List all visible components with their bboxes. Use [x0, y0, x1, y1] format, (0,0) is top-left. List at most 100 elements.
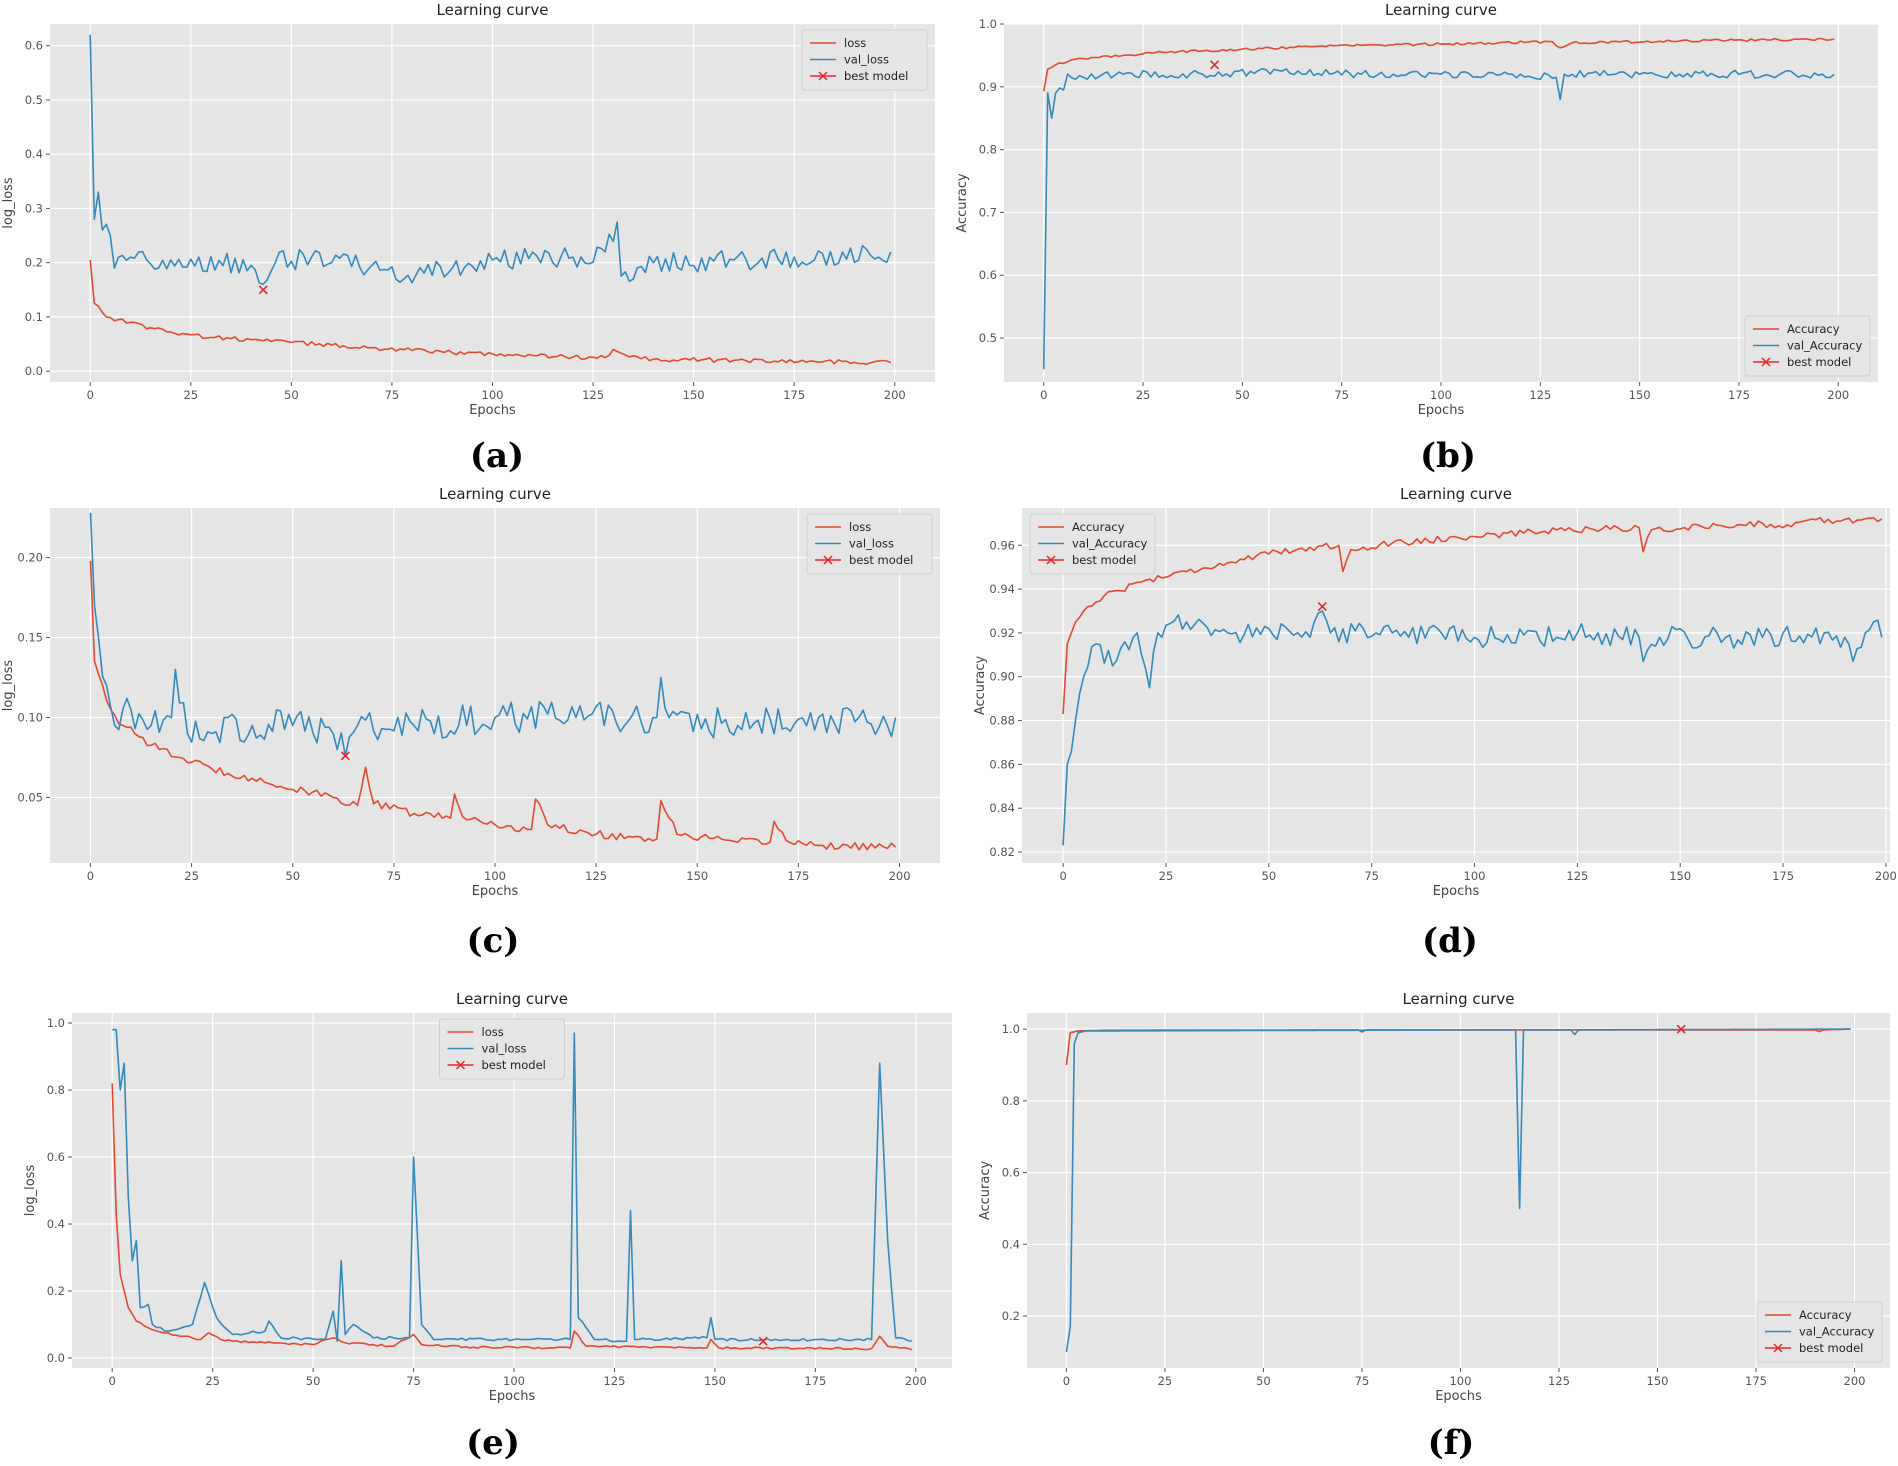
x-tick-label: 175 — [783, 388, 805, 402]
x-tick-label: 50 — [1262, 869, 1277, 883]
chart-f: 0 25 50 75 100 125 150 175 200 0.2 0.4 0.6 0.8 1.0 Lea… — [978, 990, 1890, 1404]
legend-item: val_Accuracy — [1753, 339, 1862, 353]
x-tick-label: 75 — [1364, 869, 1379, 883]
x-tick-label: 25 — [183, 388, 198, 402]
y-tick-label: 0.2 — [47, 1284, 65, 1298]
legend-label: best model — [849, 553, 913, 567]
legend-item: loss — [810, 36, 866, 50]
series-line-val_Accuracy — [1065, 1028, 1851, 1353]
y-axis-label: Accuracy — [978, 1161, 993, 1221]
x-tick-label: 0 — [87, 388, 94, 402]
y-tick-label: 0.96 — [989, 538, 1015, 552]
x-axis-label: Epochs — [489, 1389, 536, 1404]
x-tick-label: 150 — [1669, 869, 1691, 883]
legend-label: val_loss — [849, 537, 894, 551]
legend-label: Accuracy — [1799, 1308, 1852, 1322]
series-line-Accuracy — [1062, 516, 1883, 715]
x-tick-label: 175 — [787, 869, 809, 883]
y-tick-label: 0.6 — [47, 1150, 65, 1164]
series-line-loss — [111, 1083, 913, 1351]
legend-label: best model — [1799, 1341, 1863, 1355]
x-axis-label: Epochs — [1435, 1389, 1482, 1404]
legend-label: val_loss — [844, 53, 889, 67]
legend-item: best model — [1765, 1341, 1863, 1355]
y-tick-label: 0.10 — [17, 710, 43, 724]
best-model-marker — [758, 1336, 768, 1346]
x-tick-label: 50 — [1256, 1374, 1271, 1388]
x-tick-label: 25 — [205, 1374, 220, 1388]
y-tick-label: 0.2 — [25, 256, 43, 270]
legend-label: loss — [849, 520, 871, 534]
x-tick-label: 200 — [1844, 1374, 1866, 1388]
y-tick-label: 0.8 — [47, 1083, 65, 1097]
legend-label: loss — [482, 1025, 504, 1039]
y-tick-label: 0.4 — [25, 147, 43, 161]
caption-a: (a) — [469, 436, 525, 476]
legend-item: Accuracy — [1753, 322, 1840, 336]
y-tick-label: 0.3 — [25, 201, 43, 215]
x-tick-label: 125 — [582, 388, 604, 402]
y-tick-label: 0.4 — [1002, 1237, 1020, 1251]
chart-a: 0 25 50 75 100 125 150 175 200 0.0 0.1 0.2 0.3 0.4 0.5… — [1, 1, 935, 418]
series-line-val_loss — [112, 1028, 912, 1343]
x-tick-label: 125 — [1548, 1374, 1570, 1388]
legend-item: loss — [815, 520, 871, 534]
y-tick-label: 1.0 — [47, 1016, 65, 1030]
x-tick-label: 50 — [1235, 388, 1250, 402]
y-axis-label: Accuracy — [955, 173, 970, 233]
y-tick-label: 0.8 — [979, 143, 997, 157]
x-tick-label: 200 — [884, 388, 906, 402]
y-axis-label: log_loss — [1, 177, 16, 229]
y-tick-label: 0.2 — [1002, 1309, 1020, 1323]
x-tick-label: 150 — [686, 869, 708, 883]
x-tick-label: 75 — [1334, 388, 1349, 402]
best-model-marker — [340, 751, 350, 761]
y-tick-label: 0.0 — [25, 364, 43, 378]
y-tick-label: 0.7 — [979, 205, 997, 219]
y-tick-label: 0.88 — [989, 714, 1015, 728]
legend-item: best model — [447, 1058, 546, 1072]
legend-label: Accuracy — [1787, 322, 1840, 336]
legend-item: best model — [810, 69, 908, 83]
y-tick-label: 0.86 — [989, 757, 1015, 771]
y-tick-label: 0.5 — [25, 93, 43, 107]
x-tick-label: 100 — [1464, 869, 1486, 883]
y-tick-label: 0.5 — [979, 331, 997, 345]
y-tick-label: 0.05 — [17, 790, 43, 804]
legend-label: val_Accuracy — [1787, 339, 1862, 353]
x-tick-label: 25 — [184, 869, 199, 883]
y-tick-label: 0.9 — [979, 80, 997, 94]
x-tick-label: 100 — [484, 869, 506, 883]
y-tick-label: 0.84 — [989, 801, 1015, 815]
legend-item: best model — [815, 553, 913, 567]
legend-item: loss — [447, 1025, 504, 1039]
x-tick-label: 200 — [1827, 388, 1849, 402]
x-tick-label: 125 — [603, 1374, 625, 1388]
series-line-Accuracy — [1042, 37, 1835, 92]
x-tick-label: 25 — [1159, 869, 1174, 883]
x-tick-label: 175 — [1728, 388, 1750, 402]
legend-item: val_loss — [810, 53, 889, 67]
chart-title: Learning curve — [437, 1, 549, 19]
x-tick-label: 150 — [1647, 1374, 1669, 1388]
y-tick-label: 1.0 — [1002, 1022, 1020, 1036]
series-line-val_loss — [89, 34, 892, 286]
legend-item: val_loss — [815, 537, 894, 551]
y-tick-label: 0.20 — [17, 551, 43, 565]
caption-f: (f) — [1427, 1423, 1475, 1463]
x-axis-label: Epochs — [472, 884, 519, 899]
x-axis-label: Epochs — [1418, 403, 1465, 418]
plot-area — [1027, 1013, 1890, 1368]
y-tick-label: 0.90 — [989, 670, 1015, 684]
chart-title: Learning curve — [1403, 990, 1515, 1008]
legend-label: best model — [844, 69, 908, 83]
series-line-val_loss — [89, 512, 897, 757]
x-tick-label: 100 — [1449, 1374, 1471, 1388]
plot-area — [1022, 508, 1890, 863]
y-tick-label: 0.4 — [47, 1217, 65, 1231]
